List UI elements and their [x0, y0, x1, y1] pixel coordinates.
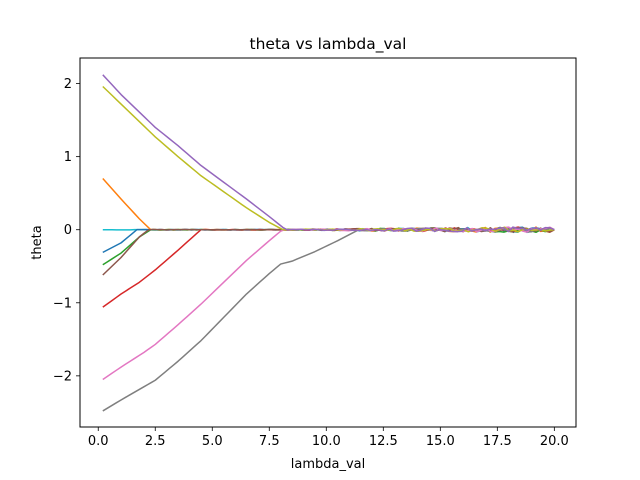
plot-frame: [79, 57, 577, 428]
y-tick-label: −2: [53, 369, 72, 384]
x-tick-label: 17.5: [483, 434, 512, 449]
x-tick-label: 0.0: [88, 434, 109, 449]
x-tick-label: 5.0: [202, 434, 223, 449]
x-tick-label: 20.0: [540, 434, 569, 449]
y-axis-label: theta: [30, 225, 45, 259]
series-line: [102, 74, 555, 233]
y-tick-label: 0: [64, 223, 72, 238]
x-axis-label: lambda_val: [291, 457, 365, 472]
x-tick-label: 2.5: [145, 434, 166, 449]
x-ticks: 0.0 2.5 5.0 7.5 10.0 12.5 15.0 17.5 20.0: [88, 427, 569, 449]
y-tick-label: −1: [53, 296, 72, 311]
x-tick-label: 7.5: [259, 434, 280, 449]
x-tick-label: 10.0: [312, 434, 341, 449]
x-tick-label: 12.5: [369, 434, 398, 449]
series-lines: [102, 74, 555, 412]
y-tick-label: 1: [64, 150, 72, 165]
chart-title: theta vs lambda_val: [250, 35, 407, 54]
y-tick-label: 2: [64, 77, 72, 92]
x-tick-label: 15.0: [426, 434, 455, 449]
y-ticks: −2 −1 0 1 2: [53, 77, 80, 384]
